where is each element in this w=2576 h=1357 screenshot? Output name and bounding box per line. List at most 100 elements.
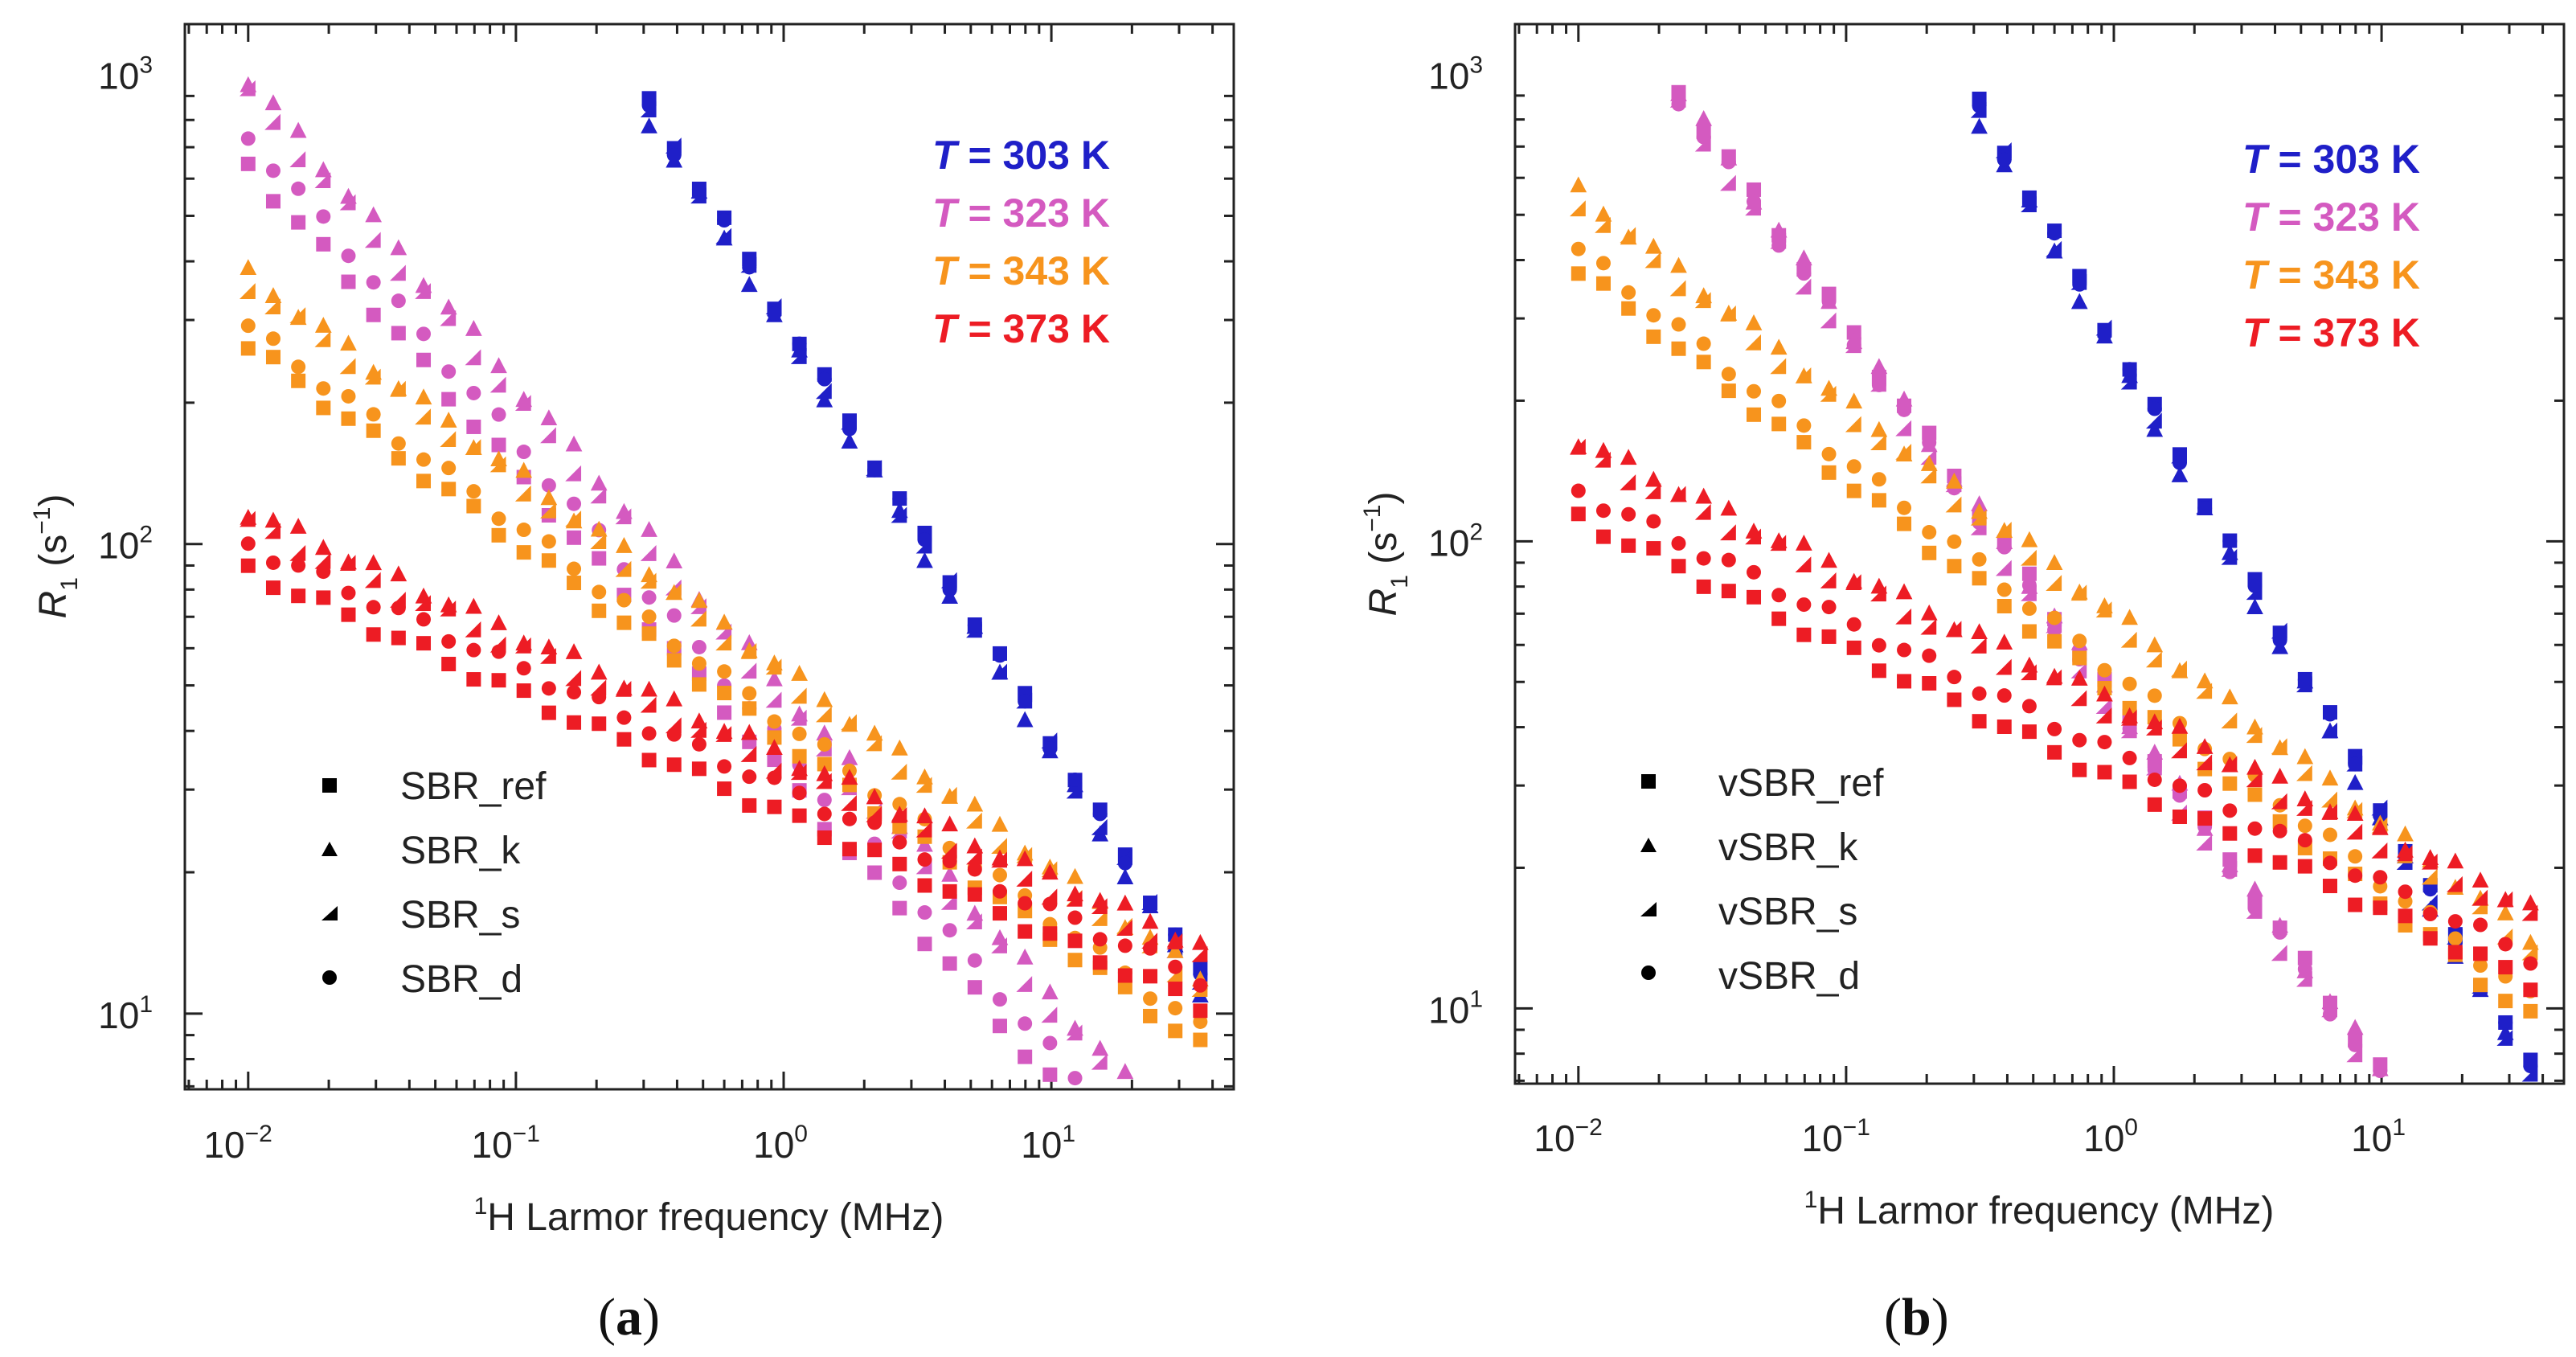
data-point xyxy=(1970,638,1987,654)
data-point xyxy=(1870,434,1886,451)
data-point xyxy=(391,293,406,309)
data-point xyxy=(2521,1065,2538,1082)
data-point xyxy=(1570,200,1586,217)
data-point xyxy=(1771,611,1787,626)
data-point xyxy=(2473,946,2488,961)
data-point xyxy=(1016,948,1034,965)
temperature-label-303: T = 303 K xyxy=(2242,137,2420,182)
data-point xyxy=(1671,535,1686,551)
data-point xyxy=(792,748,807,764)
data-point xyxy=(1041,1006,1058,1023)
data-point xyxy=(742,686,757,701)
data-point xyxy=(2472,898,2488,915)
data-point xyxy=(1067,953,1083,968)
data-point xyxy=(1669,280,1686,297)
data-point xyxy=(592,716,607,732)
data-point xyxy=(1092,932,1108,947)
data-point xyxy=(1571,266,1586,281)
data-point xyxy=(1644,252,1661,269)
data-point xyxy=(1720,174,1736,191)
data-point xyxy=(2047,226,2062,241)
data-point xyxy=(1696,355,1711,370)
data-point xyxy=(966,848,982,865)
data-point xyxy=(264,523,281,539)
data-point xyxy=(1695,109,1713,126)
data-marks xyxy=(240,76,1209,1086)
data-point xyxy=(2021,724,2037,740)
data-point xyxy=(2398,908,2413,924)
data-point xyxy=(2422,907,2438,922)
data-point xyxy=(2147,797,2162,812)
data-point xyxy=(2498,960,2513,975)
data-point xyxy=(1644,483,1661,499)
x-tick-label: 10−1 xyxy=(472,1121,540,1166)
data-point xyxy=(1018,1049,1033,1064)
data-point xyxy=(641,590,657,605)
data-point xyxy=(967,980,982,995)
data-point xyxy=(390,239,407,256)
data-point xyxy=(1720,499,1738,516)
data-point xyxy=(1168,1001,1183,1016)
data-point xyxy=(1795,556,1812,573)
data-point xyxy=(341,411,356,426)
data-point xyxy=(1116,868,1134,884)
data-point xyxy=(740,746,757,762)
temperature-label-373: T = 373 K xyxy=(2242,310,2420,355)
data-point xyxy=(742,701,757,716)
data-point xyxy=(991,838,1007,855)
data-point xyxy=(1796,249,1812,266)
data-point xyxy=(641,752,657,768)
data-point xyxy=(666,727,682,742)
data-point xyxy=(264,511,282,528)
data-point xyxy=(1696,129,1711,145)
data-point xyxy=(416,474,432,489)
data-point xyxy=(690,592,708,609)
panel-label-b: (b) xyxy=(1884,1288,1949,1347)
data-point xyxy=(541,478,556,493)
data-point xyxy=(691,639,706,654)
data-point xyxy=(540,502,556,519)
data-point xyxy=(390,565,407,582)
data-point xyxy=(2523,982,2538,998)
data-point xyxy=(341,607,356,622)
data-point xyxy=(1845,416,1861,433)
data-point xyxy=(765,691,782,708)
data-point xyxy=(815,773,832,789)
data-point xyxy=(1972,714,1987,729)
data-point xyxy=(767,770,782,785)
data-point xyxy=(541,553,556,568)
data-point xyxy=(1796,435,1812,450)
data-point xyxy=(1920,455,1938,471)
data-point xyxy=(2447,945,2463,960)
data-point xyxy=(967,862,982,877)
data-point xyxy=(516,661,531,676)
legend-marker-circle xyxy=(322,970,337,985)
data-point xyxy=(415,408,432,425)
data-point xyxy=(2348,849,2363,864)
data-point xyxy=(2523,1059,2538,1074)
data-point xyxy=(466,484,481,499)
data-point xyxy=(1922,435,1937,450)
data-point xyxy=(1821,465,1837,480)
data-point xyxy=(1897,402,1912,417)
data-point xyxy=(2396,845,2413,862)
data-point xyxy=(841,714,857,731)
data-point xyxy=(1721,584,1736,599)
data-point xyxy=(490,614,507,630)
data-point xyxy=(2097,662,2112,678)
data-point xyxy=(264,298,281,315)
data-point xyxy=(2348,868,2363,883)
data-point xyxy=(466,642,481,658)
data-point xyxy=(240,131,256,146)
data-point xyxy=(2296,970,2312,987)
data-point xyxy=(1820,385,1837,402)
data-point xyxy=(767,714,782,729)
data-point xyxy=(390,264,406,281)
data-point xyxy=(1621,538,1636,553)
data-point xyxy=(2473,978,2488,993)
legend-label: vSBR_d xyxy=(1718,955,1860,998)
data-point xyxy=(1846,459,1861,474)
data-point xyxy=(592,603,607,618)
data-point xyxy=(817,793,832,808)
data-point xyxy=(2122,362,2137,377)
